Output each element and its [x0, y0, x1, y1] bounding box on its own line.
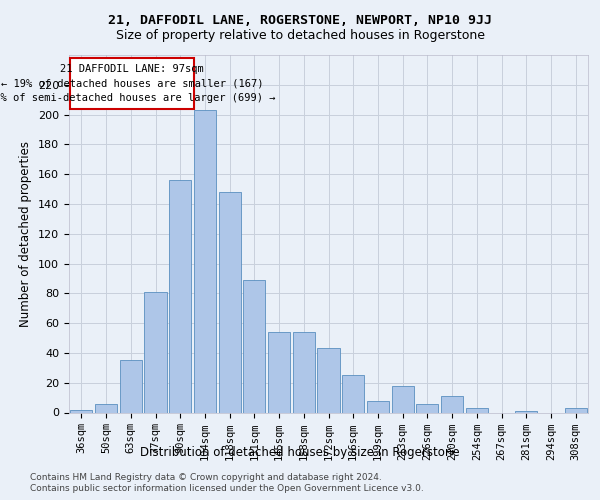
Bar — [268, 332, 290, 412]
Bar — [515, 411, 538, 412]
Text: Contains public sector information licensed under the Open Government Licence v3: Contains public sector information licen… — [30, 484, 424, 493]
Bar — [317, 348, 340, 412]
Text: Size of property relative to detached houses in Rogerstone: Size of property relative to detached ho… — [115, 29, 485, 42]
Bar — [194, 110, 216, 412]
Bar — [565, 408, 587, 412]
Bar — [416, 404, 439, 412]
Bar — [243, 280, 265, 412]
Text: 21 DAFFODIL LANE: 97sqm
← 19% of detached houses are smaller (167)
80% of semi-d: 21 DAFFODIL LANE: 97sqm ← 19% of detache… — [0, 64, 276, 103]
Bar — [466, 408, 488, 412]
Bar — [145, 292, 167, 412]
Text: Contains HM Land Registry data © Crown copyright and database right 2024.: Contains HM Land Registry data © Crown c… — [30, 472, 382, 482]
Bar — [119, 360, 142, 412]
Text: Distribution of detached houses by size in Rogerstone: Distribution of detached houses by size … — [140, 446, 460, 459]
Text: 21, DAFFODIL LANE, ROGERSTONE, NEWPORT, NP10 9JJ: 21, DAFFODIL LANE, ROGERSTONE, NEWPORT, … — [108, 14, 492, 27]
Bar — [95, 404, 117, 412]
Bar — [218, 192, 241, 412]
Bar — [70, 410, 92, 412]
Bar — [441, 396, 463, 412]
Bar — [293, 332, 315, 412]
Bar — [169, 180, 191, 412]
Bar — [367, 400, 389, 412]
FancyBboxPatch shape — [70, 58, 194, 108]
Bar — [342, 376, 364, 412]
Bar — [392, 386, 414, 412]
Y-axis label: Number of detached properties: Number of detached properties — [19, 141, 32, 327]
